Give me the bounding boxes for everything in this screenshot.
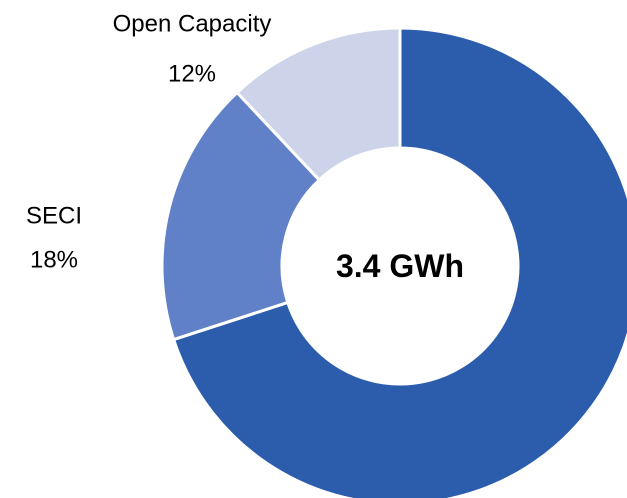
slice-value-seci: 18% [30,247,78,274]
donut-slices [160,26,627,498]
slice-value-open-capacity: 12% [168,61,216,88]
center-label: 3.4 GWh [336,248,464,284]
pie-slice-open-capacity [235,26,402,182]
slice-label-seci: SECI [26,203,82,230]
pie-slice-seci [160,91,321,342]
slice-label-open-capacity: Open Capacity [113,11,272,38]
pie-slice-main [172,26,627,498]
slice-labels: SECI 18% Open Capacity 12% [26,11,271,274]
